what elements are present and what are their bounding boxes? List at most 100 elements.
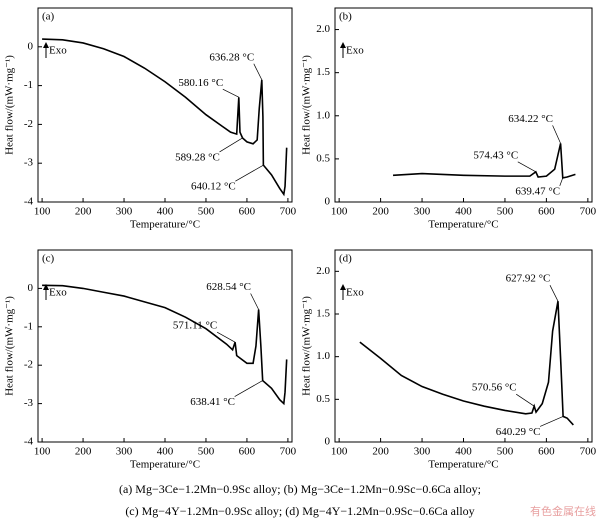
annotation: 589.28 °C [175, 152, 220, 164]
x-tick-label: 600 [239, 446, 256, 458]
annotation-leader [235, 164, 264, 182]
y-tick-label: -1 [24, 320, 33, 332]
x-tick-label: 100 [34, 446, 51, 458]
y-tick-label: -1 [24, 79, 33, 91]
x-tick-label: 700 [280, 446, 297, 458]
x-tick-label: 400 [157, 446, 174, 458]
exo-label: Exo [346, 45, 364, 57]
y-tick-label: 2.0 [316, 23, 330, 35]
x-tick-label: 300 [414, 446, 431, 458]
y-tick-label: 0 [325, 196, 331, 208]
y-axis-label: Heat flow/(mW·mg⁻¹) [301, 55, 313, 155]
y-tick-label: 2.0 [316, 265, 330, 277]
annotation: 571.11 °C [173, 320, 217, 332]
annotation-leader [552, 125, 561, 144]
plot-frame [37, 249, 293, 443]
y-axis-label: Heat flow/(mW·mg⁻¹) [4, 296, 16, 396]
x-tick-label: 700 [580, 446, 597, 458]
annotation-leader [250, 293, 259, 310]
panel-label: (a) [42, 11, 55, 23]
y-tick-label: -2 [24, 359, 33, 371]
x-tick-label: 100 [331, 206, 348, 218]
x-axis-label: Temperature/°C [130, 219, 200, 231]
caption: (a) Mg−3Ce−1.2Mn−0.9Sc alloy; (b) Mg−3Ce… [119, 482, 481, 496]
x-tick-label: 600 [538, 206, 555, 218]
x-tick-label: 400 [157, 206, 174, 218]
panel-label: (c) [42, 253, 55, 265]
x-tick-label: 500 [497, 206, 514, 218]
y-tick-label: 1.5 [316, 308, 330, 320]
plot-frame [334, 7, 593, 203]
x-tick-label: 200 [75, 206, 92, 218]
x-tick-label: 400 [455, 446, 472, 458]
annotation: 570.56 °C [472, 382, 517, 394]
exo-arrowhead [340, 284, 346, 290]
annotation-leader [234, 380, 263, 397]
y-tick-label: -4 [24, 196, 34, 208]
y-tick-label: -2 [24, 118, 33, 130]
panel-label: (b) [339, 11, 352, 23]
annotation-leader [539, 416, 564, 427]
annotation-leader [222, 88, 239, 98]
heat-flow-curve [42, 38, 288, 197]
annotation-leader [516, 393, 535, 407]
y-tick-label: 1.0 [316, 109, 330, 121]
y-tick-label: 0 [325, 436, 331, 448]
annotation-leader [219, 137, 243, 153]
exo-label: Exo [49, 45, 67, 57]
x-tick-label: 500 [497, 446, 514, 458]
annotation: 580.16 °C [178, 77, 223, 89]
y-tick-label: 1.5 [316, 66, 330, 78]
y-tick-label: 0 [28, 40, 34, 52]
exo-arrowhead [340, 42, 346, 48]
y-tick-label: -3 [24, 397, 34, 409]
y-tick-label: 0.5 [316, 393, 330, 405]
watermark: 有色金属在线 [530, 504, 596, 518]
x-tick-label: 300 [116, 206, 133, 218]
x-tick-label: 500 [198, 446, 215, 458]
x-tick-label: 400 [455, 206, 472, 218]
annotation-leader [517, 161, 536, 173]
exo-arrowhead [43, 284, 49, 290]
x-tick-label: 300 [414, 206, 431, 218]
x-axis-label: Temperature/°C [428, 459, 498, 471]
annotation-leader [253, 63, 263, 80]
x-tick-label: 100 [34, 206, 51, 218]
annotation: 640.29 °C [496, 426, 541, 438]
panel-label: (d) [339, 253, 352, 265]
y-tick-label: 0 [28, 282, 34, 294]
annotation: 638.41 °C [190, 396, 235, 408]
x-tick-label: 700 [280, 206, 297, 218]
y-tick-label: 0.5 [316, 152, 330, 164]
annotation-leader [559, 177, 564, 186]
annotation: 574.43 °C [473, 149, 518, 161]
annotation: 640.12 °C [191, 181, 236, 193]
annotation-leader [549, 285, 559, 302]
annotation: 639.47 °C [515, 185, 560, 197]
x-tick-label: 500 [198, 206, 215, 218]
caption: (c) Mg−4Y−1.2Mn−0.9Sc alloy; (d) Mg−4Y−1… [125, 504, 474, 518]
annotation: 628.54 °C [206, 281, 251, 293]
x-tick-label: 200 [372, 446, 389, 458]
y-axis-label: Heat flow/(mW·mg⁻¹) [301, 296, 313, 396]
x-tick-label: 300 [116, 446, 133, 458]
plot-frame [334, 249, 593, 443]
exo-label: Exo [346, 287, 364, 299]
x-tick-label: 200 [372, 206, 389, 218]
exo-label: Exo [49, 287, 67, 299]
annotation: 627.92 °C [506, 273, 551, 285]
annotation-leader [216, 331, 236, 343]
annotation: 636.28 °C [209, 51, 254, 63]
x-tick-label: 600 [538, 446, 555, 458]
exo-arrowhead [43, 42, 49, 48]
x-tick-label: 600 [239, 206, 256, 218]
y-tick-label: -4 [24, 436, 34, 448]
x-tick-label: 200 [75, 446, 92, 458]
y-tick-label: -3 [24, 157, 34, 169]
x-tick-label: 700 [580, 206, 597, 218]
y-axis-label: Heat flow/(mW·mg⁻¹) [4, 55, 16, 155]
x-axis-label: Temperature/°C [130, 459, 200, 471]
x-axis-label: Temperature/°C [428, 219, 498, 231]
plot-frame [37, 7, 293, 203]
